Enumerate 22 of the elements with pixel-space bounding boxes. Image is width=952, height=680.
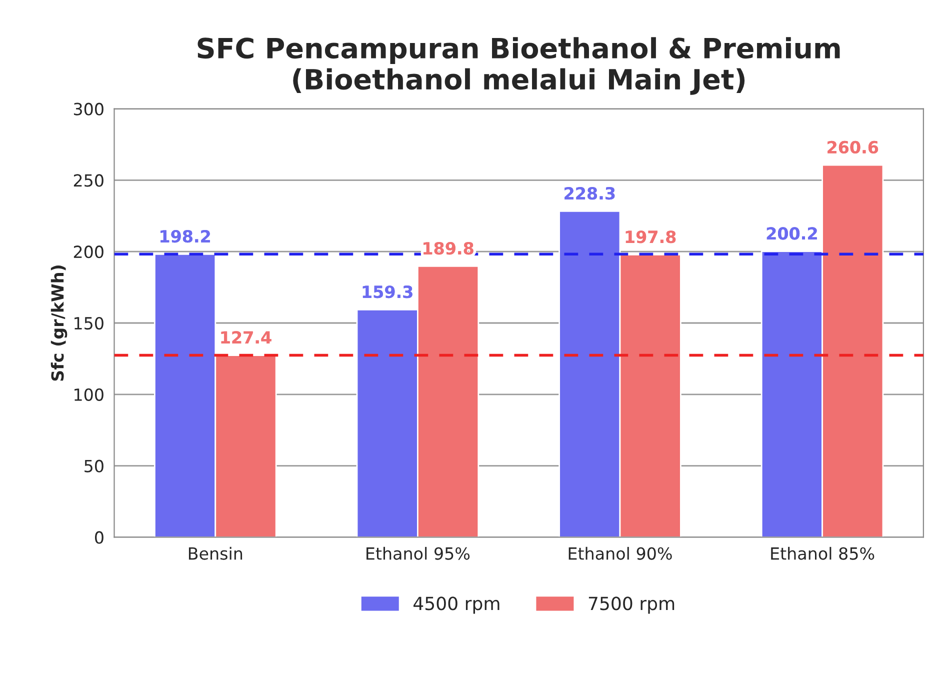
y-tick-label: 300 bbox=[74, 102, 104, 116]
data-label: 159.3 bbox=[362, 286, 412, 298]
x-tick-label: Ethanol 90% bbox=[568, 546, 672, 560]
data-label: 197.8 bbox=[626, 230, 676, 244]
data-label: 198.2 bbox=[160, 230, 210, 243]
chart-title: SFC Pencampuran Bioethanol & Premium (Bioethanol melalui Main Jet) bbox=[198, 37, 840, 95]
y-tick-label: 100 bbox=[74, 388, 104, 401]
data-label: 228.3 bbox=[564, 187, 615, 200]
y-tick-label: 0 bbox=[95, 531, 104, 544]
data-label: 127.4 bbox=[221, 331, 272, 344]
legend-label: 4500 rpm bbox=[414, 596, 500, 614]
x-tick-label: Bensin bbox=[188, 546, 242, 560]
x-tick-label: Ethanol 95% bbox=[366, 546, 470, 560]
y-axis-title: Sfc (gr/kWh) bbox=[50, 266, 68, 381]
y-tick-label: 50 bbox=[84, 460, 104, 472]
y-tick-label: 200 bbox=[74, 246, 104, 258]
y-tick-label: 250 bbox=[74, 174, 104, 187]
x-tick-label: Ethanol 85% bbox=[771, 546, 874, 560]
data-label: 260.6 bbox=[828, 140, 878, 154]
y-tick-label: 150 bbox=[74, 316, 104, 330]
data-label: 200.2 bbox=[766, 227, 817, 240]
legend-label: 7500 rpm bbox=[588, 596, 674, 614]
